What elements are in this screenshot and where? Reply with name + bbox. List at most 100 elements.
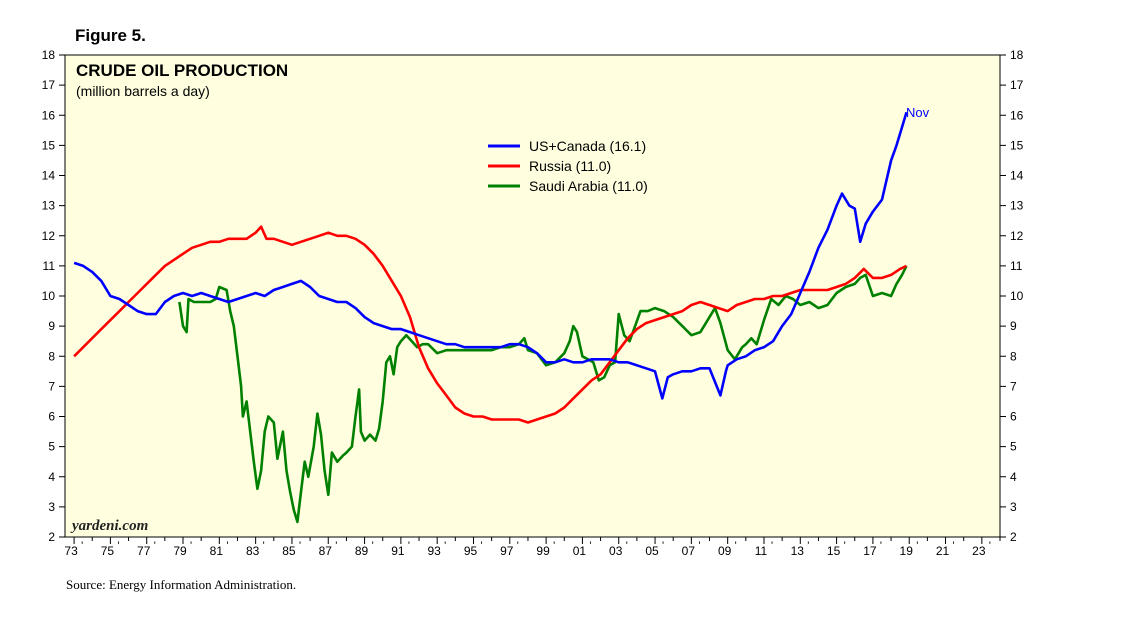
y-tick-label-right-17: 17 — [1010, 78, 1024, 92]
x-tick-label-07: 07 — [682, 544, 696, 558]
x-tick-label-89: 89 — [355, 544, 369, 558]
series-layer — [73, 111, 908, 524]
x-tick-apostrophe-85: ' — [299, 540, 301, 552]
series-line-1 — [73, 225, 908, 424]
y-tick-label-left-16: 16 — [42, 108, 56, 122]
x-tick-label-83: 83 — [246, 544, 260, 558]
x-tick-apostrophe-93: ' — [444, 540, 446, 552]
x-tick-label-05: 05 — [645, 544, 659, 558]
x-tick-label-11: 11 — [755, 544, 768, 558]
watermark: yardeni.com — [70, 518, 148, 534]
y-tick-label-left-4: 4 — [48, 470, 55, 484]
x-tick-apostrophe-11: ' — [771, 540, 773, 552]
x-tick-apostrophe-13: ' — [807, 540, 809, 552]
y-tick-label-left-9: 9 — [48, 319, 55, 333]
x-tick-label-85: 85 — [282, 544, 296, 558]
x-tick-label-73: 73 — [64, 544, 78, 558]
legend-label-1: Russia (11.0) — [529, 158, 611, 174]
y-tick-label-left-7: 7 — [48, 379, 55, 393]
x-tick-apostrophe-77: ' — [154, 540, 156, 552]
series-line-2 — [178, 265, 908, 524]
x-tick-label-17: 17 — [863, 544, 877, 558]
figure-label: Figure 5. — [75, 26, 146, 45]
y-tick-label-right-5: 5 — [1010, 440, 1017, 454]
y-tick-label-left-2: 2 — [48, 530, 55, 544]
x-tick-apostrophe-07: ' — [698, 540, 700, 552]
x-tick-apostrophe-97: ' — [517, 540, 519, 552]
legend-label-0: US+Canada (16.1) — [529, 138, 646, 154]
x-tick-label-01: 01 — [573, 544, 587, 558]
x-tick-apostrophe-75: ' — [117, 540, 119, 552]
legend-label-2: Saudi Arabia (11.0) — [529, 178, 648, 194]
y-tick-label-right-11: 11 — [1010, 259, 1023, 273]
y-tick-label-left-6: 6 — [48, 410, 55, 424]
x-tick-apostrophe-73: ' — [81, 540, 83, 552]
annotation-nov: Nov — [906, 105, 930, 120]
x-tick-apostrophe-01: ' — [589, 540, 591, 552]
x-tick-apostrophe-23: ' — [989, 540, 991, 552]
y-tick-label-right-10: 10 — [1010, 289, 1024, 303]
y-tick-label-right-14: 14 — [1010, 169, 1024, 183]
x-tick-label-21: 21 — [936, 544, 950, 558]
y-tick-label-right-16: 16 — [1010, 108, 1024, 122]
y-tick-label-right-15: 15 — [1010, 138, 1024, 152]
x-tick-apostrophe-19: ' — [916, 540, 918, 552]
source-note: Source: Energy Information Administratio… — [66, 577, 297, 592]
x-tick-label-19: 19 — [900, 544, 914, 558]
y-tick-label-right-2: 2 — [1010, 530, 1017, 544]
y-axis-right: 2 3 4 5 6 7 8 9 10 11 12 13 14 15 16 17 18 — [1000, 48, 1024, 544]
chart-title: CRUDE OIL PRODUCTION — [76, 61, 288, 80]
x-tick-label-09: 09 — [718, 544, 732, 558]
y-tick-label-right-4: 4 — [1010, 470, 1017, 484]
y-tick-label-left-11: 11 — [43, 259, 56, 273]
x-tick-label-87: 87 — [319, 544, 333, 558]
y-tick-label-left-8: 8 — [48, 349, 55, 363]
x-tick-label-95: 95 — [464, 544, 478, 558]
plot-background — [64, 54, 1001, 538]
x-tick-label-75: 75 — [101, 544, 115, 558]
y-tick-label-left-13: 13 — [42, 199, 56, 213]
x-tick-apostrophe-91: ' — [408, 540, 410, 552]
x-tick-apostrophe-83: ' — [263, 540, 265, 552]
x-tick-apostrophe-87: ' — [335, 540, 337, 552]
y-tick-label-right-7: 7 — [1010, 379, 1017, 393]
y-tick-label-right-9: 9 — [1010, 319, 1017, 333]
y-tick-label-right-18: 18 — [1010, 48, 1024, 62]
x-tick-apostrophe-21: ' — [953, 540, 955, 552]
y-tick-label-left-3: 3 — [48, 500, 55, 514]
y-tick-label-left-10: 10 — [42, 289, 56, 303]
y-tick-label-right-12: 12 — [1010, 229, 1024, 243]
y-axis-left: 2 3 4 5 6 7 8 9 10 11 12 13 14 15 16 17 18 — [42, 48, 65, 544]
x-tick-label-77: 77 — [137, 544, 151, 558]
series-line-0 — [73, 111, 908, 400]
x-tick-apostrophe-05: ' — [662, 540, 664, 552]
x-tick-label-97: 97 — [500, 544, 514, 558]
y-tick-label-left-18: 18 — [42, 48, 56, 62]
x-tick-label-23: 23 — [972, 544, 986, 558]
x-tick-apostrophe-15: ' — [844, 540, 846, 552]
x-tick-apostrophe-03: ' — [626, 540, 628, 552]
x-tick-apostrophe-17: ' — [880, 540, 882, 552]
x-tick-label-93: 93 — [428, 544, 442, 558]
x-tick-apostrophe-99: ' — [553, 540, 555, 552]
x-tick-apostrophe-09: ' — [735, 540, 737, 552]
x-tick-label-91: 91 — [391, 544, 405, 558]
y-tick-label-right-3: 3 — [1010, 500, 1017, 514]
x-tick-label-79: 79 — [173, 544, 187, 558]
y-tick-label-right-6: 6 — [1010, 410, 1017, 424]
y-tick-label-right-8: 8 — [1010, 349, 1017, 363]
x-tick-apostrophe-95: ' — [480, 540, 482, 552]
x-tick-label-99: 99 — [536, 544, 550, 558]
x-tick-label-03: 03 — [609, 544, 623, 558]
y-tick-label-left-14: 14 — [42, 169, 56, 183]
x-tick-label-13: 13 — [791, 544, 805, 558]
y-tick-label-left-5: 5 — [48, 440, 55, 454]
y-tick-label-right-13: 13 — [1010, 199, 1024, 213]
y-tick-label-left-12: 12 — [42, 229, 56, 243]
y-tick-label-left-17: 17 — [42, 78, 56, 92]
legend: US+Canada (16.1) Russia (11.0) Saudi Arabi… — [488, 138, 648, 194]
x-tick-apostrophe-79: ' — [190, 540, 192, 552]
chart-subtitle: (million barrels a day) — [76, 83, 210, 99]
plot-area — [64, 54, 1001, 538]
